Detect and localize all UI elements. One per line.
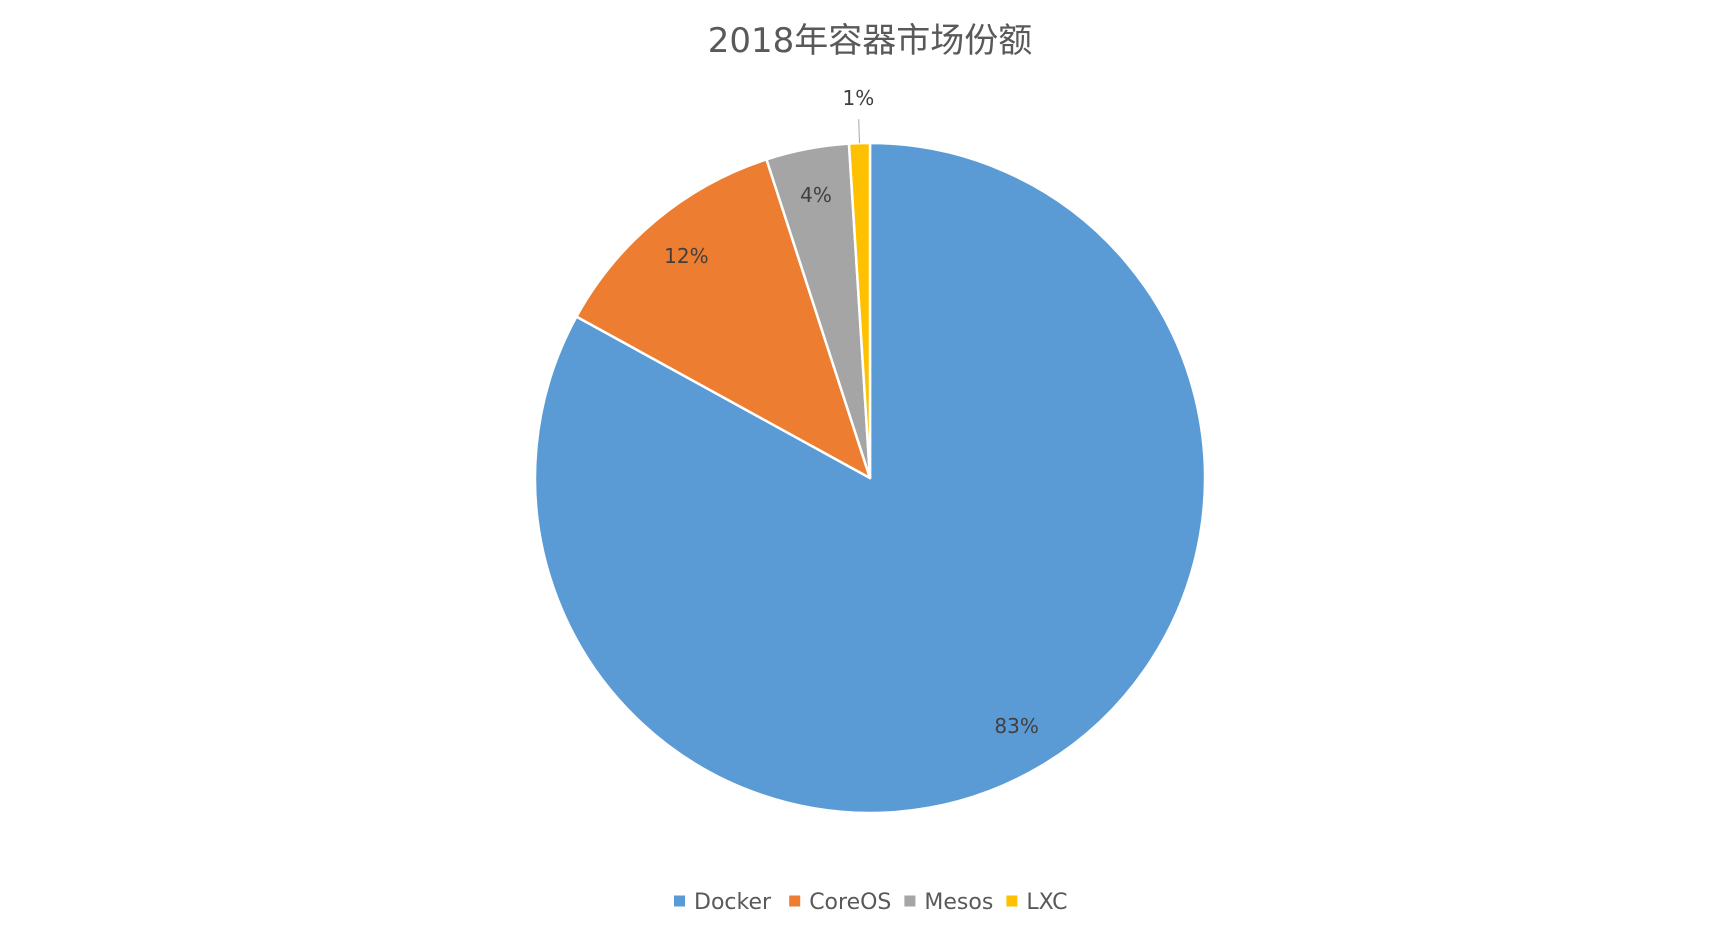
legend-swatch-coreos: [789, 895, 801, 907]
chart-title: 2018年容器市场份额: [708, 21, 1033, 61]
pie-data-labels: 83% 12% 4% 1%: [664, 86, 1039, 738]
legend-swatch-docker: [674, 895, 685, 907]
legend-swatch-mesos: [904, 895, 916, 907]
data-label-mesos: 4%: [800, 183, 832, 207]
legend-label-docker: Docker: [694, 890, 772, 915]
legend-label-lxc: LXC: [1026, 890, 1067, 915]
data-label-docker: 83%: [994, 714, 1038, 738]
pie-slice-coreos: [575, 158, 872, 480]
legend-label-coreos: CoreOS: [809, 890, 891, 915]
legend: Docker CoreOS Mesos LXC: [674, 890, 1067, 915]
legend-swatch-lxc: [1006, 895, 1018, 907]
pie-slices: [533, 141, 1207, 815]
pie-slice-docker: [533, 141, 1207, 815]
data-label-lxc: 1%: [843, 86, 875, 110]
data-label-coreos: 12%: [664, 244, 708, 268]
legend-label-mesos: Mesos: [924, 890, 993, 915]
leader-line-lxc: [858, 119, 860, 144]
